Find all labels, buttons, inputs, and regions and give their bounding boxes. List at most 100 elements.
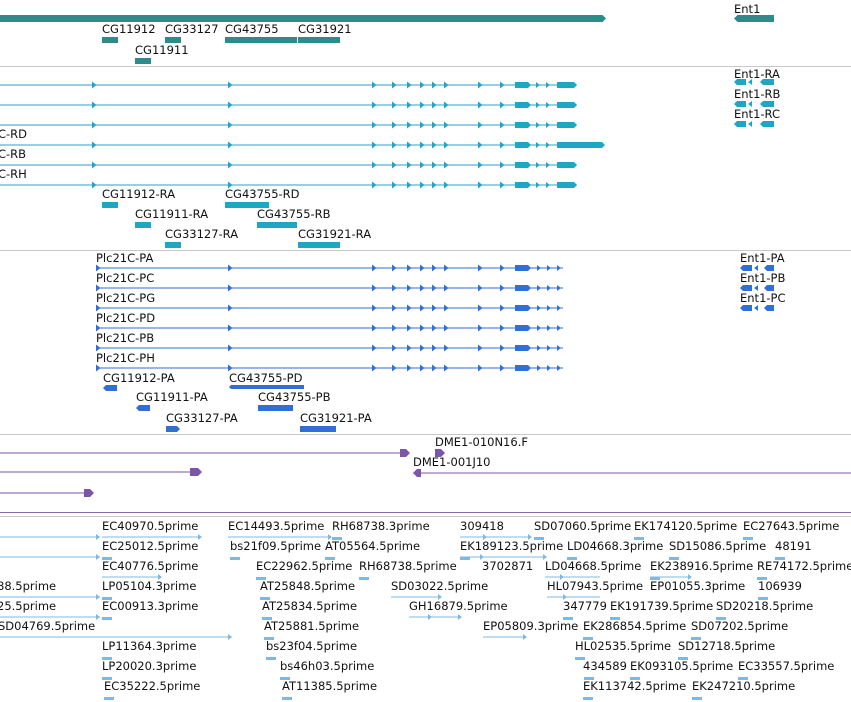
clone-label[interactable]: DME1-010N16.F xyxy=(435,435,528,449)
protein-label[interactable]: Plc21C-PD xyxy=(96,311,156,325)
est-label[interactable]: EC00913.3prime xyxy=(102,599,199,613)
est-label[interactable]: EC27643.5prime xyxy=(743,519,840,533)
est-label[interactable]: EC40970.5prime xyxy=(102,519,199,533)
est-label[interactable]: EK093105.5prime xyxy=(630,659,734,673)
est-label[interactable]: SD07202.5prime xyxy=(691,619,789,633)
est-label[interactable]: AT25834.5prime xyxy=(262,599,358,613)
est-glyph xyxy=(102,617,112,620)
protein-label[interactable]: CG11912-PA xyxy=(103,371,175,385)
est-label[interactable]: SD15086.5prime xyxy=(669,539,767,553)
est-label[interactable]: LP20020.3prime xyxy=(102,659,197,673)
est-label[interactable]: LP05104.3prime xyxy=(102,579,197,593)
protein-arrow xyxy=(432,324,437,332)
protein-label[interactable]: Plc21C-PA xyxy=(96,251,154,265)
est-label[interactable]: SD07060.5prime xyxy=(534,519,632,533)
transcript-label[interactable]: C-RB xyxy=(0,147,27,161)
gene-label[interactable]: CG11912 xyxy=(102,22,156,36)
protein-label[interactable]: Plc21C-PB xyxy=(96,331,155,345)
transcript-label[interactable]: CG31921-RA xyxy=(298,227,372,241)
est-label[interactable]: LD04668.5prime xyxy=(545,559,642,573)
est-label[interactable]: GH16879.5prime xyxy=(409,599,508,613)
transcript-label[interactable]: CG43755-RD xyxy=(225,187,300,201)
est-label[interactable]: AT05564.5prime xyxy=(325,539,421,553)
est-label[interactable]: 347779 xyxy=(563,599,607,613)
gene-label[interactable]: CG31921 xyxy=(298,22,352,36)
est-label[interactable]: EC14493.5prime xyxy=(228,519,325,533)
protein-label[interactable]: Plc21C-PC xyxy=(96,271,155,285)
gene-label[interactable]: CG11911 xyxy=(135,43,189,57)
est-label[interactable]: SD12718.5prime xyxy=(678,639,776,653)
est-label[interactable]: EK238916.5prime xyxy=(650,559,754,573)
est-label[interactable]: 3702871 xyxy=(482,559,534,573)
transcript-label[interactable]: Ent1-RB xyxy=(734,87,781,101)
transcript-label[interactable]: Ent1-RC xyxy=(734,107,780,121)
transcript-arrow xyxy=(372,161,377,169)
est-label[interactable]: EC35222.5prime xyxy=(104,679,201,693)
transcript-label[interactable]: CG33127-RA xyxy=(165,227,239,241)
est-label[interactable]: 88.5prime xyxy=(0,579,57,593)
est-label[interactable]: EK113742.5prime xyxy=(583,679,687,693)
protein-arrow xyxy=(96,344,101,352)
clone-label[interactable]: DME1-001J10 xyxy=(413,455,491,469)
transcript-arrow xyxy=(432,101,437,109)
est-label[interactable]: HL02535.5prime xyxy=(575,639,672,653)
est-label[interactable]: EK247210.5prime xyxy=(692,679,796,693)
protein-label[interactable]: CG43755-PD xyxy=(229,371,303,385)
exon-box xyxy=(515,182,531,188)
protein-arrow xyxy=(420,284,425,292)
exon-arrow xyxy=(536,142,540,148)
est-label[interactable]: EP01055.3prime xyxy=(650,579,746,593)
est-label[interactable]: EK189123.5prime xyxy=(460,539,564,553)
transcript-label[interactable]: C-RD xyxy=(0,127,28,141)
protein-label[interactable]: CG11911-PA xyxy=(136,390,208,404)
est-label[interactable]: 309418 xyxy=(460,519,504,533)
protein-label[interactable]: Ent1-PA xyxy=(740,251,785,265)
est-label[interactable]: EK191739.5prime xyxy=(610,599,714,613)
gene-label[interactable]: CG33127 xyxy=(165,22,219,36)
est-label[interactable]: HL07943.5prime xyxy=(547,579,644,593)
est-label[interactable]: 48191 xyxy=(775,539,812,553)
transcript-arrow xyxy=(500,181,505,189)
est-label[interactable]: 106939 xyxy=(758,579,802,593)
protein-label[interactable]: Plc21C-PH xyxy=(96,351,155,365)
transcript-label[interactable]: Ent1-RA xyxy=(734,67,780,81)
protein-label[interactable]: CG31921-PA xyxy=(300,411,372,425)
gene-label[interactable]: CG43755 xyxy=(225,22,279,36)
est-label[interactable]: EC40776.5prime xyxy=(102,559,199,573)
protein-label[interactable]: Ent1-PC xyxy=(740,291,786,305)
est-label[interactable]: EK174120.5prime xyxy=(634,519,738,533)
transcript-label[interactable]: CG11912-RA xyxy=(102,187,176,201)
est-label[interactable]: SD04769.5prime xyxy=(0,619,96,633)
est-label[interactable]: LD04668.3prime xyxy=(567,539,664,553)
protein-box xyxy=(515,285,531,291)
est-label[interactable]: 25.5prime xyxy=(0,599,57,613)
protein-label[interactable]: Ent1-PB xyxy=(740,271,786,285)
transcript-label[interactable]: CG43755-RB xyxy=(257,207,331,221)
est-glyph xyxy=(534,537,544,540)
est-label[interactable]: EC22962.5prime xyxy=(256,559,353,573)
transcript-label[interactable]: C-RH xyxy=(0,167,27,181)
est-label[interactable]: RH68738.5prime xyxy=(359,559,457,573)
est-label[interactable]: EC25012.5prime xyxy=(102,539,199,553)
est-label[interactable]: EP05809.3prime xyxy=(483,619,579,633)
est-label[interactable]: SD20218.5prime xyxy=(716,599,814,613)
protein-label[interactable]: CG43755-PB xyxy=(258,390,331,404)
protein-label[interactable]: Plc21C-PG xyxy=(96,291,156,305)
est-label[interactable]: bs46h03.5prime xyxy=(280,659,375,673)
est-label[interactable]: AT25881.5prime xyxy=(264,619,360,633)
protein-label[interactable]: CG33127-PA xyxy=(166,411,238,425)
est-label[interactable]: 434589 xyxy=(583,659,627,673)
est-label[interactable]: RH68738.3prime xyxy=(332,519,430,533)
transcript-arrow xyxy=(500,121,505,129)
est-label[interactable]: EK286854.5prime xyxy=(583,619,687,633)
est-label[interactable]: SD03022.5prime xyxy=(391,579,489,593)
est-label[interactable]: LP11364.3prime xyxy=(102,639,197,653)
est-label[interactable]: EC33557.5prime xyxy=(738,659,835,673)
gene-label[interactable]: Ent1 xyxy=(734,2,761,16)
transcript-label[interactable]: CG11911-RA xyxy=(135,207,209,221)
est-label[interactable]: AT25848.5prime xyxy=(260,579,356,593)
est-label[interactable]: RE74172.5prime xyxy=(757,559,851,573)
est-label[interactable]: bs23f04.5prime xyxy=(266,639,358,653)
est-label[interactable]: bs21f09.5prime xyxy=(230,539,322,553)
est-label[interactable]: AT11385.5prime xyxy=(282,679,378,693)
